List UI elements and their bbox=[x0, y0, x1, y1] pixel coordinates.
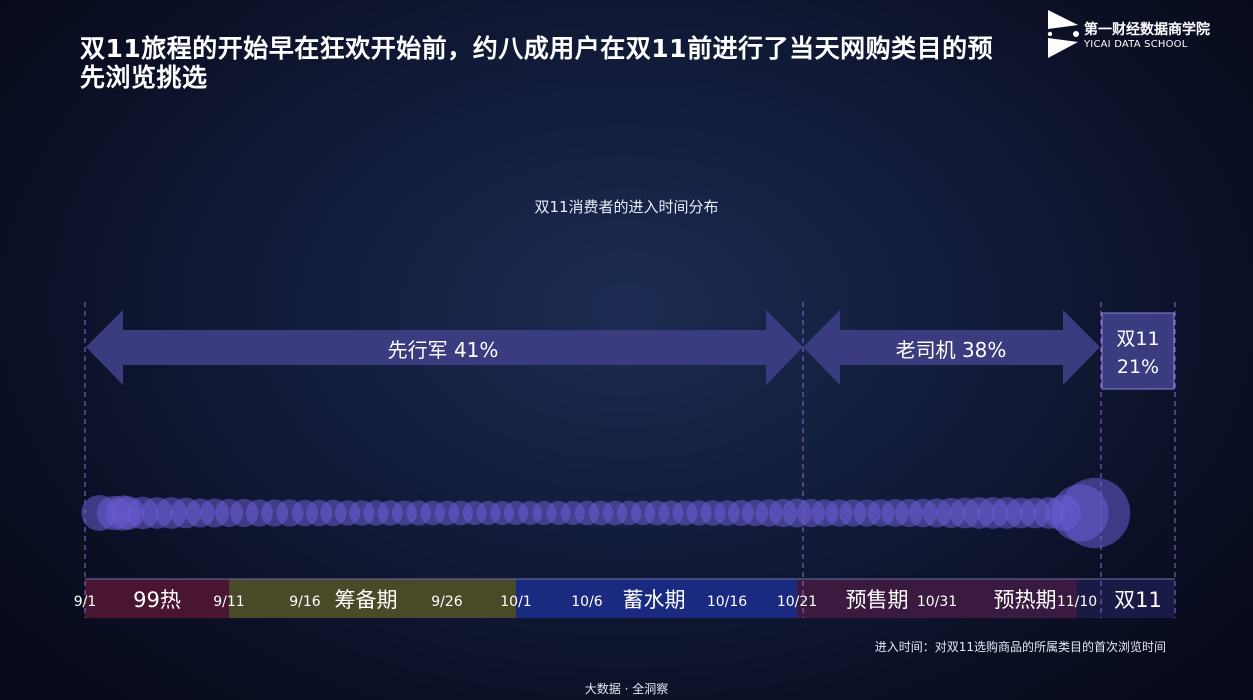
double11-box bbox=[1101, 312, 1175, 390]
date-tick-label: 9/1 bbox=[74, 594, 97, 610]
logo-mark-icon bbox=[1047, 10, 1079, 58]
phase-label: 筹备期 bbox=[335, 588, 398, 612]
date-tick-label: 10/1 bbox=[500, 594, 531, 610]
double11-box-percent: 21% bbox=[1117, 356, 1159, 378]
double11-box-name: 双11 bbox=[1116, 328, 1159, 350]
arrow-vanguard bbox=[86, 310, 803, 385]
phase-labels: 99热 筹备期 蓄水期 预售期 预热期 双11 bbox=[133, 588, 1162, 612]
phase-band bbox=[937, 579, 1077, 618]
phase-band bbox=[1077, 579, 1175, 618]
page-title: 双11旅程的开始早在狂欢开始前，约八成用户在双11前进行了当天网购类目的预先浏览… bbox=[80, 34, 994, 92]
date-tick-label: 10/31 bbox=[917, 594, 957, 610]
period-dividers bbox=[84, 302, 1176, 618]
phase-label: 99热 bbox=[133, 588, 181, 612]
date-tick-label: 11/10 bbox=[1057, 594, 1097, 610]
phase-bar bbox=[85, 578, 1175, 618]
bubble-series bbox=[81, 477, 1131, 549]
phase-label: 预热期 bbox=[994, 588, 1057, 612]
date-tick-label: 10/21 bbox=[777, 594, 817, 610]
date-tick-label: 10/6 bbox=[571, 594, 603, 610]
phase-label: 预售期 bbox=[846, 588, 909, 612]
logo-name: 第一财经数据商学院 bbox=[1084, 22, 1210, 38]
footnote: 进入时间：对双11选购商品的所属类目的首次浏览时间 bbox=[874, 640, 1166, 654]
arrow-veteran bbox=[803, 310, 1100, 385]
date-tick-label: 10/16 bbox=[707, 594, 747, 610]
source-note: 大数据 · 全洞察 bbox=[584, 682, 669, 696]
date-tick-label: 9/11 bbox=[213, 594, 244, 610]
entry-bubble bbox=[1059, 477, 1131, 549]
chart-title: 双11消费者的进入时间分布 bbox=[534, 198, 719, 216]
phase-label: 双11 bbox=[1114, 588, 1162, 612]
phase-band bbox=[85, 579, 229, 618]
phase-band bbox=[516, 579, 797, 618]
phase-band bbox=[797, 579, 937, 618]
phase-label: 蓄水期 bbox=[623, 588, 686, 612]
phase-band bbox=[229, 579, 516, 618]
date-tick-label: 9/26 bbox=[431, 594, 463, 610]
logo: 第一财经数据商学院 YICAI DATA SCHOOL bbox=[1046, 8, 1246, 62]
date-ticks: 9/1 9/11 9/16 9/26 10/1 10/6 10/16 10/21 10/31 11… bbox=[74, 594, 1097, 610]
logo-subtitle: YICAI DATA SCHOOL bbox=[1084, 39, 1188, 50]
arrow-vanguard-label: 先行军 41% bbox=[388, 338, 499, 362]
date-tick-label: 9/16 bbox=[289, 594, 321, 610]
arrow-veteran-label: 老司机 38% bbox=[896, 338, 1007, 362]
